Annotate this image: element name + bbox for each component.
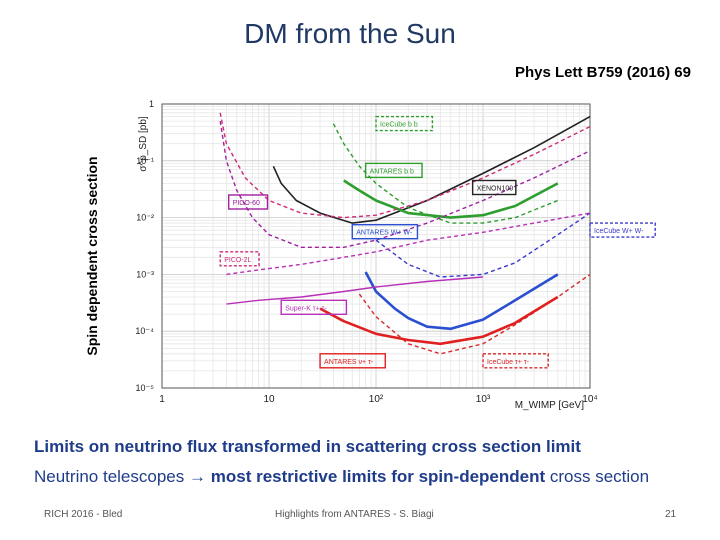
caption-line-2-c: spin-dependent <box>418 467 546 486</box>
y-tick-label: 10⁻³ <box>136 269 154 279</box>
curve-label: ANTARES b b <box>370 168 414 175</box>
series-line-super-k-solid <box>226 276 484 305</box>
curve-label: IceCube W+ W- <box>594 228 644 235</box>
curve-label-box <box>351 223 419 240</box>
footer-center: Highlights from ANTARES - S. Biagi <box>275 509 434 520</box>
caption-line-2-d: cross section <box>549 467 650 486</box>
series-line-antares <box>319 295 559 346</box>
caption-line-1: Limits on neutrino flux transformed in s… <box>34 437 581 456</box>
footer-left: RICH 2016 - Bled <box>44 509 123 520</box>
curve-label-box <box>589 222 656 238</box>
x-axis-label: M_WIMP [GeV] <box>515 400 584 411</box>
curve-label-box <box>227 194 269 210</box>
y-axis-label: σ^p_SD [pb] <box>138 116 149 172</box>
series-line-pico-60 <box>219 120 591 248</box>
curve-label: ANTARES ν+ τ- <box>324 359 374 366</box>
curve-label-box <box>319 353 386 369</box>
series-line-antares-b-b <box>343 179 559 219</box>
arrow-icon: → <box>189 467 206 486</box>
curve-label: PICO-2L <box>224 257 251 264</box>
y-tick-label: 10⁻² <box>136 213 154 223</box>
x-tick-label: 10³ <box>476 394 491 405</box>
x-tick-label: 1 <box>159 394 165 405</box>
series-line-xenon100 <box>272 115 591 224</box>
footer-page-number: 21 <box>665 509 677 520</box>
curve-label: XENON100 <box>477 185 514 192</box>
curve-label: IceCube τ+ τ- <box>487 359 530 366</box>
caption-line-2-b: most restrictive limits for <box>210 467 414 486</box>
curve-label-box <box>280 299 348 315</box>
curve-label: PICO-60 <box>233 200 260 207</box>
slide-title: DM from the Sun <box>244 18 456 49</box>
curve-label: Super-K τ+ τ- <box>285 305 327 312</box>
y-tick-label: 10⁻¹ <box>136 156 154 166</box>
caption-line-2: Neutrino telescopes → most restrictive l… <box>34 467 649 487</box>
x-tick-label: 10² <box>369 394 384 405</box>
series-line-antares-w-w <box>364 271 559 331</box>
reference-citation: Phys Lett B759 (2016) 69 <box>515 64 691 81</box>
curve-label-box <box>219 251 260 267</box>
curve-label: ANTARES W+ W- <box>356 230 413 237</box>
series-line-super-k <box>226 212 591 276</box>
y-tick-label: 1 <box>149 99 154 109</box>
curve-label-box <box>364 162 423 179</box>
y-tick-label: 10⁻⁴ <box>135 326 154 336</box>
x-tick-label: 10 <box>263 394 275 405</box>
x-tick-label: 10⁴ <box>582 394 597 405</box>
curve-label-box <box>471 179 517 196</box>
plot-frame <box>161 103 591 389</box>
y-tick-label: 10⁻⁵ <box>136 383 155 393</box>
curve-label: IceCube b b <box>380 122 418 129</box>
caption-line-2-a: Neutrino telescopes <box>34 467 185 486</box>
series-line-icecube-b-b <box>332 123 559 224</box>
series-line-pico-2l <box>219 112 591 219</box>
curve-label-box <box>482 353 549 369</box>
